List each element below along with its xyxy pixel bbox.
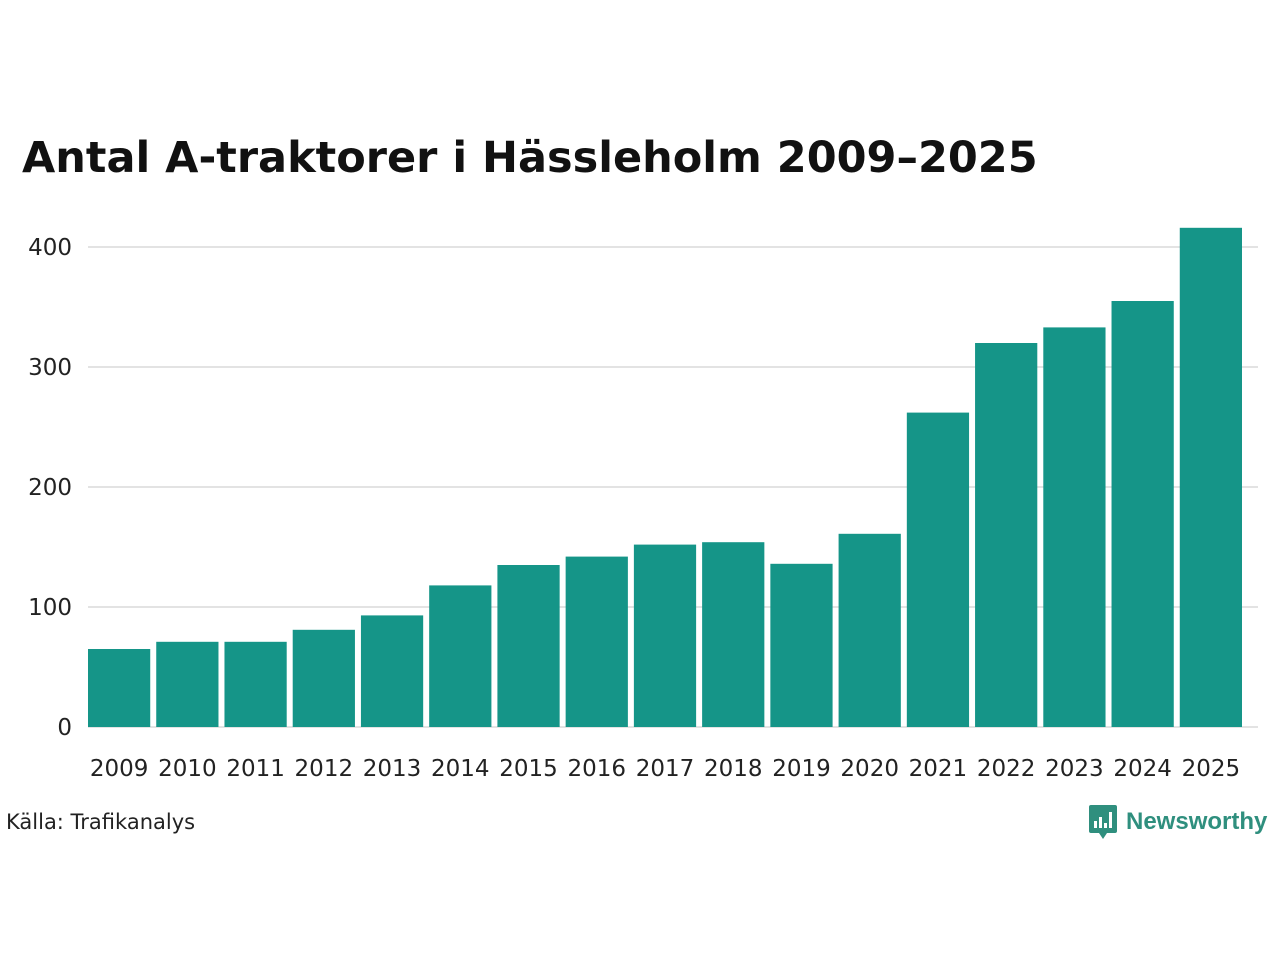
x-tick-label-2012: 2012	[295, 756, 354, 782]
bar-2015	[497, 565, 560, 727]
bar-2010	[156, 641, 219, 727]
bars	[88, 227, 1242, 728]
x-tick-label-2011: 2011	[226, 756, 285, 782]
bar-2020	[838, 533, 901, 727]
source-note: Källa: Trafikanalys	[6, 810, 196, 834]
bar-2018	[702, 542, 765, 727]
chart-title: Antal A-traktorer i Hässleholm 2009–2025	[22, 133, 1038, 183]
x-tick-label-2010: 2010	[158, 756, 217, 782]
y-tick-label-100: 100	[28, 595, 72, 621]
bar-2023	[1043, 327, 1106, 727]
x-tick-label-2014: 2014	[431, 756, 490, 782]
x-tick-label-2018: 2018	[704, 756, 763, 782]
x-tick-label-2023: 2023	[1045, 756, 1104, 782]
y-tick-label-300: 300	[28, 355, 72, 381]
x-tick-label-2022: 2022	[977, 756, 1036, 782]
bar-2009	[88, 649, 151, 727]
bar-2017	[633, 544, 697, 727]
x-tick-label-2017: 2017	[636, 756, 695, 782]
brand-logo: Newsworthy	[1088, 804, 1267, 840]
bar-2011	[224, 641, 287, 727]
y-tick-label-400: 400	[28, 235, 72, 261]
brand-name: Newsworthy	[1126, 808, 1268, 835]
x-tick-label-2015: 2015	[499, 756, 558, 782]
y-axis-ticks: 0 100 200 300 400	[28, 235, 72, 741]
x-tick-label-2013: 2013	[363, 756, 422, 782]
bar-2013	[360, 615, 424, 727]
x-tick-label-2019: 2019	[772, 756, 831, 782]
bar-2021	[906, 412, 970, 727]
x-tick-label-2016: 2016	[567, 756, 626, 782]
y-tick-label-200: 200	[28, 475, 72, 501]
newsworthy-logo-icon	[1089, 805, 1117, 839]
y-tick-label-0: 0	[57, 715, 72, 741]
bar-2019	[770, 563, 833, 727]
x-tick-label-2021: 2021	[909, 756, 968, 782]
x-tick-label-2025: 2025	[1182, 756, 1241, 782]
bar-2025	[1179, 227, 1242, 728]
x-tick-label-2020: 2020	[840, 756, 899, 782]
bar-2024	[1111, 301, 1174, 727]
bar-2012	[292, 629, 355, 727]
bar-2014	[429, 585, 492, 727]
x-tick-label-2024: 2024	[1113, 756, 1172, 782]
x-axis-ticks: 2009 2010 2011 2012 2013 2014 2015 2016 2017 2018…	[90, 756, 1240, 782]
bar-2016	[565, 556, 628, 727]
bar-2022	[975, 343, 1038, 727]
x-tick-label-2009: 2009	[90, 756, 149, 782]
